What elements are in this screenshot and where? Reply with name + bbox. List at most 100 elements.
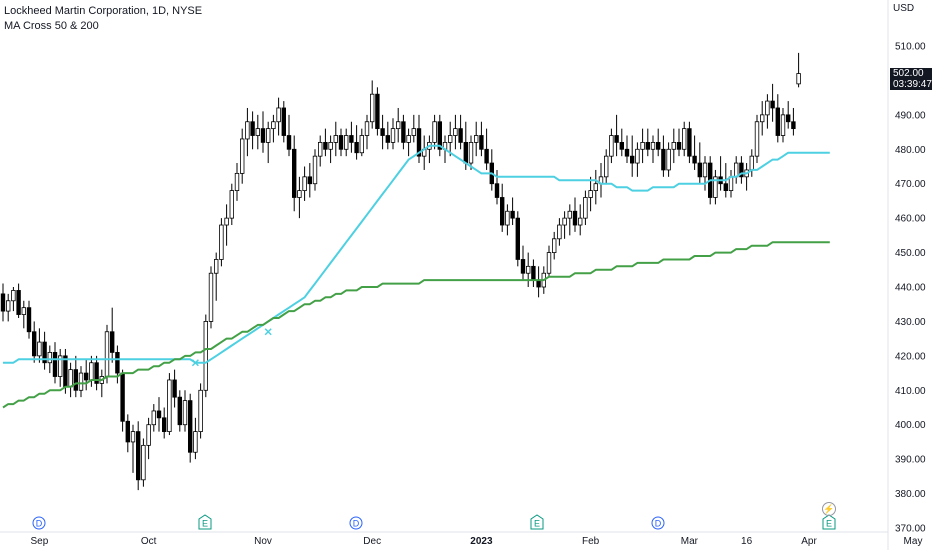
candle-body [630, 155, 635, 164]
dividend-marker[interactable] [651, 516, 665, 530]
candle-body [135, 431, 141, 481]
candle-body [567, 210, 572, 219]
candle-body [786, 114, 791, 123]
candle-body [333, 135, 338, 143]
candle-body [208, 272, 214, 322]
candle-body [281, 107, 286, 136]
candle-body [552, 238, 557, 253]
price-tick-label: 470.00 [895, 179, 926, 190]
candle-body [167, 379, 172, 433]
candle-body [619, 141, 624, 150]
candle-body [42, 341, 47, 364]
candle-body [645, 141, 650, 150]
symbol-title[interactable]: Lockheed Martin Corporation, 1D, NYSE [4, 5, 203, 17]
time-axis[interactable]: Sep Oct Nov Dec 2023 Feb Mar 16 Apr May [0, 531, 923, 547]
candle-body [276, 107, 281, 123]
candle-body [395, 121, 401, 130]
candle-body [505, 210, 510, 226]
candle-body [702, 162, 708, 178]
event-marker-label: D [353, 519, 360, 529]
candle-body [286, 135, 292, 150]
price-tick-label: 510.00 [895, 42, 926, 53]
candle-body [328, 141, 333, 150]
candle-body [728, 176, 734, 191]
lightning-icon[interactable]: ⚡ [822, 502, 836, 516]
time-tick-label: May [904, 536, 923, 547]
candle-body [760, 114, 765, 123]
price-tick-label: 440.00 [895, 283, 926, 294]
candle-body [213, 259, 219, 274]
candle-body [16, 290, 21, 315]
event-marker-label: E [534, 519, 540, 529]
candle-body [141, 444, 146, 481]
candle-body [526, 265, 531, 274]
candle-body [250, 121, 255, 136]
last-price-badge: 502.00 03:39:47 [890, 68, 932, 90]
candle-body [682, 128, 687, 150]
candle-body [161, 417, 167, 433]
price-tick-label: 480.00 [895, 145, 926, 156]
candle-body [656, 141, 661, 150]
earnings-marker[interactable] [530, 514, 544, 530]
candle-body [624, 148, 630, 157]
time-tick-label: Feb [582, 536, 600, 547]
candle-body [593, 183, 598, 191]
earnings-marker[interactable] [198, 514, 212, 530]
candle-body [635, 148, 640, 164]
candle-body [68, 369, 73, 388]
candle-body [338, 135, 344, 150]
candle-body [271, 121, 276, 130]
candle-body [312, 155, 318, 185]
time-tick-label: Oct [141, 536, 157, 547]
candle-body [349, 135, 354, 143]
candle-body [494, 183, 500, 198]
candle-body [754, 121, 760, 157]
candle-body [343, 135, 349, 150]
ma-cross-marker [191, 359, 199, 367]
candle-body [796, 73, 801, 85]
price-tick-label: 380.00 [895, 489, 926, 500]
candle-body [224, 217, 229, 226]
candle-body [151, 410, 156, 426]
event-marker-label: E [202, 519, 208, 529]
price-tick-label: 410.00 [895, 386, 926, 397]
price-tick-label: 430.00 [895, 317, 926, 328]
candle-body [583, 197, 588, 219]
event-marker-label: D [655, 519, 662, 529]
price-axis[interactable]: 510.00500.00490.00480.00470.00460.00450.… [887, 0, 926, 550]
indicator-label[interactable]: MA Cross 50 & 200 [4, 20, 99, 32]
candle-body [32, 331, 37, 357]
candle-body [453, 128, 458, 136]
candle-body [239, 138, 245, 174]
candle-body [479, 135, 484, 150]
candle-body [182, 400, 188, 426]
price-tick-label: 450.00 [895, 248, 926, 259]
candle-body [78, 372, 84, 391]
candle-body [650, 141, 656, 150]
candle-body [63, 355, 68, 388]
candle-body [323, 141, 328, 150]
candle-body [411, 128, 416, 136]
candle-body [89, 362, 94, 381]
event-marker-label: D [36, 519, 43, 529]
dividend-marker[interactable] [349, 516, 363, 530]
candle-body [177, 396, 182, 426]
candle-body [447, 135, 453, 143]
time-tick-label: Nov [254, 536, 272, 547]
earnings-marker[interactable] [822, 514, 836, 530]
candle-body [380, 128, 385, 136]
time-tick-label: 16 [741, 536, 753, 547]
candle-body [307, 176, 312, 185]
candle-body [499, 197, 505, 226]
candle-body [671, 141, 676, 150]
price-tick-label: 370.00 [895, 524, 926, 535]
candle-body [463, 141, 468, 164]
candle-body [156, 410, 162, 419]
candle-body [536, 279, 541, 288]
time-tick-label: Dec [363, 536, 381, 547]
candle-body [739, 162, 744, 178]
dividend-marker[interactable] [32, 516, 46, 530]
candle-body [193, 431, 198, 453]
candle-body [640, 141, 645, 150]
